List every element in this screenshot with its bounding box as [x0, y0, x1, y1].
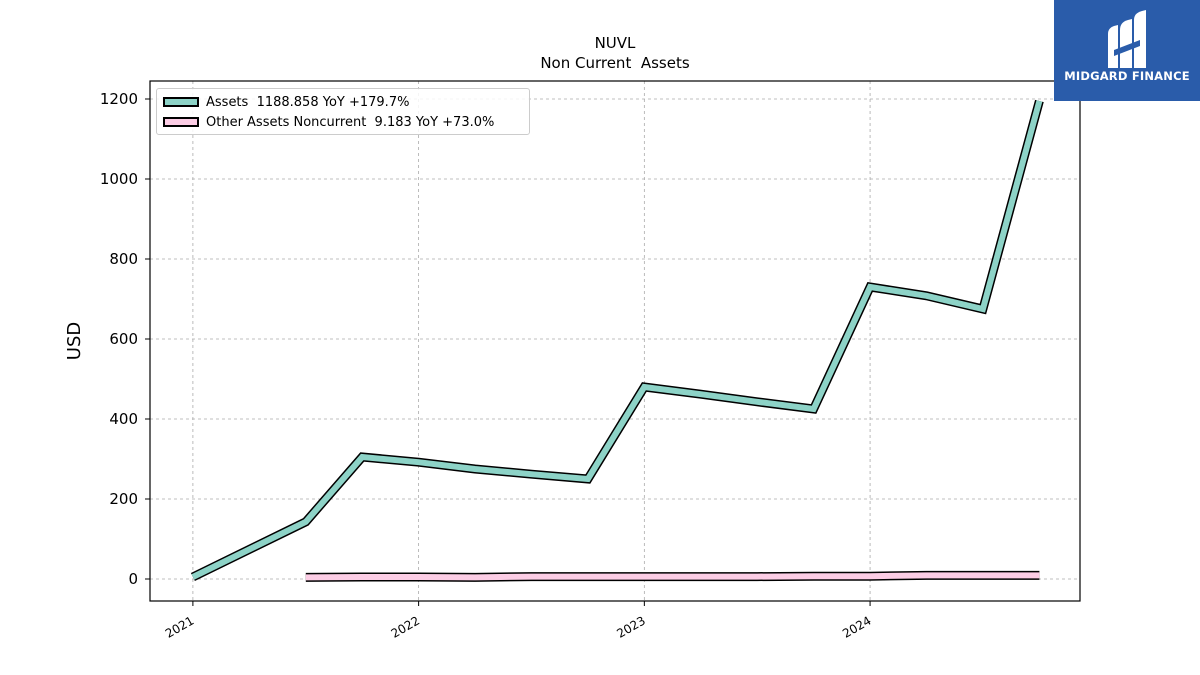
y-tick-label: 600 [109, 330, 138, 348]
y-axis-label: USD [64, 322, 85, 360]
series-line [305, 572, 1040, 581]
plot-frame [149, 80, 1081, 602]
legend-item-assets: Assets 1188.858 YoY +179.7% [163, 94, 409, 110]
legend: Assets 1188.858 YoY +179.7% Other Assets… [156, 88, 530, 135]
legend-item-other-assets: Other Assets Noncurrent 9.183 YoY +73.0% [163, 114, 494, 130]
logo-mark-icon [1108, 10, 1146, 68]
series-layer [190, 99, 1044, 582]
x-tick-label: 2022 [389, 613, 422, 640]
grid [150, 81, 1080, 601]
x-tick-label: 2023 [614, 613, 647, 640]
x-tick-label: 2021 [163, 613, 196, 640]
y-tick-label: 800 [109, 250, 138, 268]
chart-subtitle: Non Current Assets [540, 54, 690, 72]
series-assets [190, 99, 1044, 582]
x-tick-label: 2024 [840, 613, 873, 640]
axes: 0 200 400 600 800 1000 1200 2021 2022 2023 2024 [100, 90, 874, 641]
legend-label-assets: Assets 1188.858 YoY +179.7% [206, 94, 410, 110]
y-tick-label: 400 [109, 410, 138, 428]
chart-title: NUVL [595, 34, 636, 52]
legend-label-other-assets: Other Assets Noncurrent 9.183 YoY +73.0% [206, 114, 495, 130]
legend-swatch-assets [163, 97, 199, 107]
series-other-assets-noncurrent [305, 570, 1040, 582]
y-tick-label: 200 [109, 490, 138, 508]
y-tick-label: 1000 [100, 170, 138, 188]
series-line [191, 100, 1043, 580]
brand-logo: MIDGARD FINANCE [1054, 0, 1200, 101]
legend-swatch-other-assets [163, 117, 199, 127]
y-tick-label: 0 [128, 570, 138, 588]
y-tick-label: 1200 [100, 90, 138, 108]
logo-text: MIDGARD FINANCE [1064, 69, 1190, 83]
